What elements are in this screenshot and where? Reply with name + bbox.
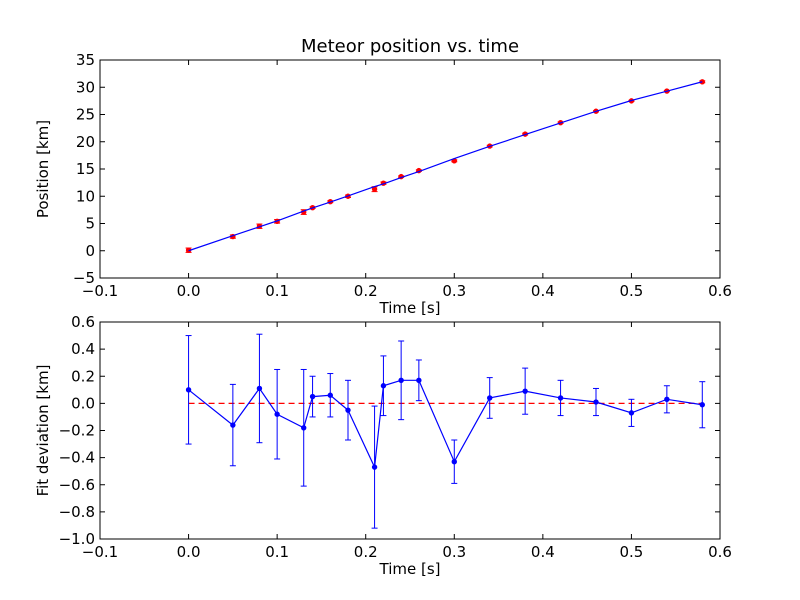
x-tick-label: 0.4 (531, 543, 555, 561)
y-tick-label: 5 (85, 215, 95, 233)
x-tick-label: 0.0 (177, 282, 201, 300)
y-tick-label: −0.4 (59, 449, 95, 467)
y-tick-label: 0.4 (71, 340, 95, 358)
data-point (309, 393, 316, 400)
y-tick-label: −0.8 (59, 503, 95, 521)
y-tick-label: −0.2 (59, 422, 95, 440)
x-tick-label: 0.6 (708, 282, 732, 300)
x-axis-label: Time [s] (379, 560, 441, 578)
x-tick-label: 0.1 (265, 282, 289, 300)
x-tick-label: −0.1 (82, 543, 118, 561)
x-tick-label: 0.1 (265, 543, 289, 561)
series-line (188, 379, 703, 470)
data-point (185, 387, 192, 393)
data-point (274, 411, 280, 417)
y-axis-label: Fit deviation [km] (34, 365, 52, 497)
data-point (593, 399, 599, 405)
data-point (628, 410, 635, 416)
y-tick-label: 30 (76, 78, 95, 96)
x-tick-label: 0.5 (619, 543, 643, 561)
y-tick-label: −0.6 (59, 476, 95, 494)
y-tick-label: 15 (76, 160, 95, 178)
y-tick-label: 0.6 (71, 313, 95, 331)
x-tick-label: 0.0 (177, 543, 201, 561)
data-point (664, 396, 670, 403)
data-point (398, 377, 404, 384)
y-tick-label: −1.0 (59, 530, 95, 548)
data-point (380, 383, 387, 389)
y-tick-label: 35 (76, 51, 95, 69)
x-tick-label: 0.2 (354, 282, 378, 300)
data-point (256, 385, 263, 392)
y-axis-label: Position [km] (34, 120, 52, 218)
x-tick-label: 0.3 (442, 282, 466, 300)
data-point (301, 425, 307, 431)
data-point (230, 422, 236, 428)
data-point (699, 402, 705, 408)
x-tick-label: 0.4 (531, 282, 555, 300)
data-point (557, 395, 564, 401)
data-point (522, 388, 528, 394)
y-tick-label: 0 (85, 242, 95, 260)
y-tick-label: 0.0 (71, 394, 95, 412)
plot-frame (99, 59, 721, 279)
y-tick-label: 20 (76, 133, 95, 151)
x-tick-label: −0.1 (82, 282, 118, 300)
plot-frame (99, 321, 721, 540)
y-tick-label: 25 (76, 106, 95, 124)
fit-deviation-plot: −0.1 0.0 0.1 0.2 0.3 0.4 0.5 0.6 −1.0 −0.8 −0.6 −0.… (34, 313, 732, 578)
x-axis-label: Time [s] (379, 299, 441, 317)
y-tick-label: 10 (76, 187, 95, 205)
data-point (487, 395, 493, 401)
y-tick-label: −5 (73, 269, 95, 287)
data-point (327, 392, 333, 398)
x-tick-label: 0.6 (708, 543, 732, 561)
series-line (188, 81, 703, 252)
x-tick-label: 0.3 (442, 543, 466, 561)
data-point (371, 464, 378, 470)
y-tick-label: 0.2 (71, 367, 95, 385)
data-point (451, 458, 457, 465)
chart-title: Meteor position vs. time (301, 36, 519, 57)
x-tick-label: 0.2 (354, 543, 378, 561)
position-vs-time-plot: −0.1 0.0 0.1 0.2 0.3 0.4 0.5 0.6 −5 0 5 10 15 20 25 30 3… (34, 36, 732, 317)
data-point (416, 377, 422, 384)
data-point (345, 407, 351, 413)
x-tick-label: 0.5 (619, 282, 643, 300)
